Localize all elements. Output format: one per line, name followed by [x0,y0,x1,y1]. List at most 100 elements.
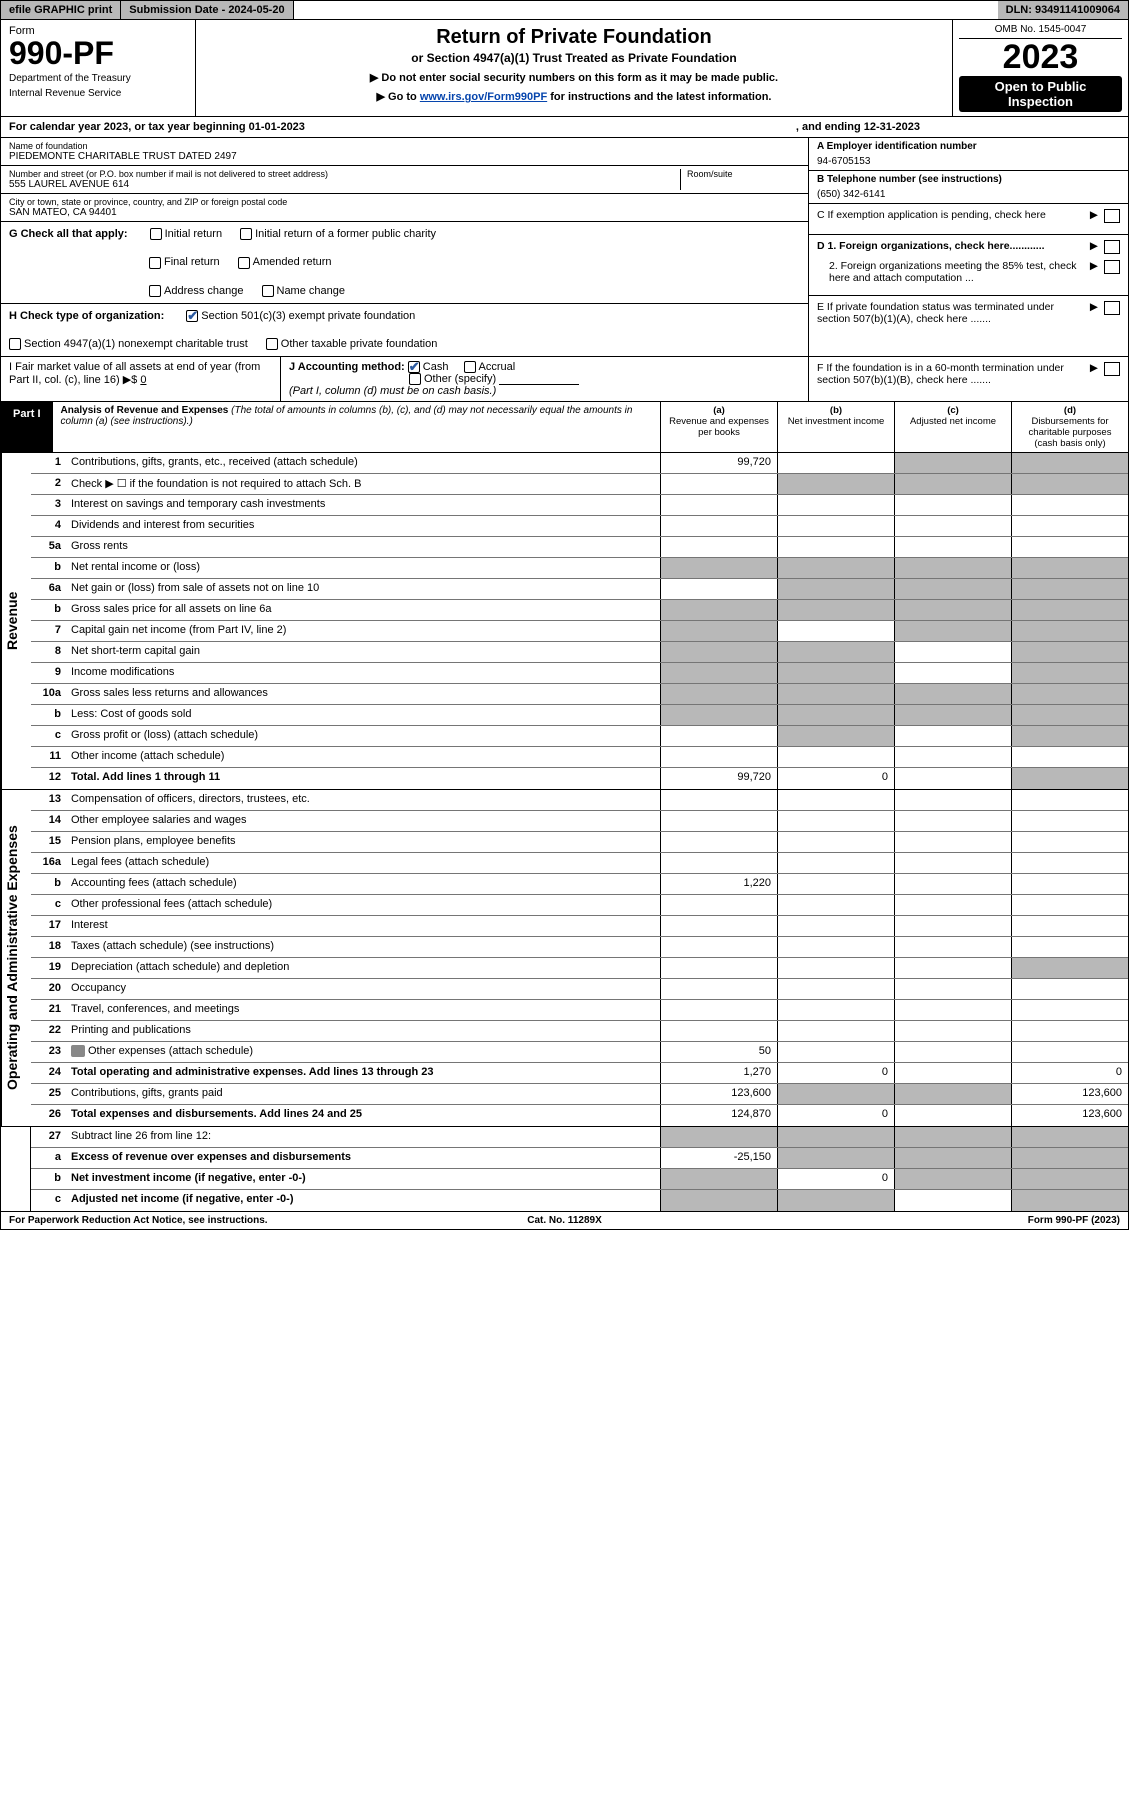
irs-link[interactable]: www.irs.gov/Form990PF [420,91,547,103]
cell-col-b [777,790,894,810]
cell-col-c [894,516,1011,536]
g-address[interactable]: Address change [149,285,244,297]
table-row: 22Printing and publications [31,1021,1128,1042]
g-name[interactable]: Name change [262,285,346,297]
line-num: b [31,874,67,894]
top-bar: efile GRAPHIC print Submission Date - 20… [0,0,1129,20]
col-a-hdr: (a)Revenue and expenses per books [660,402,777,452]
cal-end: , and ending 12-31-2023 [796,121,920,133]
cell-col-c [894,832,1011,852]
e-checkbox[interactable] [1104,301,1120,315]
line-desc: Gross profit or (loss) (attach schedule) [67,726,660,746]
line-desc: Other employee salaries and wages [67,811,660,831]
g-amended[interactable]: Amended return [238,256,332,268]
cell-col-a [660,1000,777,1020]
line-desc: Printing and publications [67,1021,660,1041]
cell-col-a: 124,870 [660,1105,777,1126]
cell-col-a [660,516,777,536]
efile-label[interactable]: efile GRAPHIC print [1,1,121,19]
cell-col-c [894,663,1011,683]
cell-col-b: 0 [777,1105,894,1126]
cell-col-c [894,1063,1011,1083]
part1-header: Part I Analysis of Revenue and Expenses … [0,402,1129,453]
j-cash[interactable]: Cash [408,361,449,373]
cell-col-c [894,1000,1011,1020]
foundation-name-cell: Name of foundation PIEDEMONTE CHARITABLE… [1,138,808,166]
cell-col-d: 0 [1011,1063,1128,1083]
line-num: 6a [31,579,67,599]
line-num: 17 [31,916,67,936]
cell-col-d [1011,895,1128,915]
f-checkbox[interactable] [1104,362,1120,376]
table-row: cAdjusted net income (if negative, enter… [31,1190,1128,1211]
cell-col-d [1011,916,1128,936]
g-initial-public[interactable]: Initial return of a former public charit… [240,228,436,240]
info-right-col: A Employer identification number 94-6705… [808,138,1128,355]
cell-col-a [660,958,777,978]
col-d-hdr: (d)Disbursements for charitable purposes… [1011,402,1128,452]
cell-col-d [1011,516,1128,536]
irs-label: Internal Revenue Service [9,88,187,99]
form-title: Return of Private Foundation [206,26,942,49]
revenue-side-label: Revenue [1,453,31,789]
cell-col-d [1011,579,1128,599]
cell-col-b [777,621,894,641]
h-other[interactable]: Other taxable private foundation [266,338,438,350]
cell-col-d [1011,1042,1128,1062]
f-cell: F If the foundation is in a 60-month ter… [808,357,1128,401]
line-desc: Legal fees (attach schedule) [67,853,660,873]
line-desc: Gross sales less returns and allowances [67,684,660,704]
cell-col-a [660,537,777,557]
form-header: Form 990-PF Department of the Treasury I… [0,20,1129,117]
g-final[interactable]: Final return [149,256,220,268]
cell-col-b [777,642,894,662]
cell-col-a [660,853,777,873]
table-row: 27Subtract line 26 from line 12: [31,1127,1128,1148]
g-initial[interactable]: Initial return [150,228,222,240]
cell-col-c [894,768,1011,789]
line-num: 5a [31,537,67,557]
line-num: 16a [31,853,67,873]
h-501c3[interactable]: Section 501(c)(3) exempt private foundat… [186,310,415,322]
footer: For Paperwork Reduction Act Notice, see … [0,1212,1129,1230]
dln-label: DLN: 93491141009064 [998,1,1128,19]
table-row: bNet investment income (if negative, ent… [31,1169,1128,1190]
line-desc: Net rental income or (loss) [67,558,660,578]
cell-col-b [777,916,894,936]
j-accrual[interactable]: Accrual [464,361,516,373]
cell-col-c [894,1148,1011,1168]
line-num: 3 [31,495,67,515]
line-num: b [31,558,67,578]
j-other[interactable]: Other (specify) [409,373,496,385]
line-desc: Contributions, gifts, grants, etc., rece… [67,453,660,473]
line-desc: Accounting fees (attach schedule) [67,874,660,894]
table-row: 26Total expenses and disbursements. Add … [31,1105,1128,1126]
line-desc: Net investment income (if negative, ente… [67,1169,660,1189]
table-row: 19Depreciation (attach schedule) and dep… [31,958,1128,979]
cell-col-a [660,726,777,746]
e-cell: E If private foundation status was termi… [809,296,1128,336]
cell-col-a [660,600,777,620]
cell-col-b [777,684,894,704]
d2-checkbox[interactable] [1104,260,1120,274]
form-note-1: ▶ Do not enter social security numbers o… [206,71,942,84]
table-row: 24Total operating and administrative exp… [31,1063,1128,1084]
d1-checkbox[interactable] [1104,240,1120,254]
line-num: c [31,726,67,746]
cell-col-a: 99,720 [660,768,777,789]
cell-col-c [894,811,1011,831]
cell-col-a: 50 [660,1042,777,1062]
attachment-icon[interactable] [71,1045,85,1057]
cell-col-b [777,811,894,831]
table-row: 16aLegal fees (attach schedule) [31,853,1128,874]
cell-col-b [777,1000,894,1020]
h-4947[interactable]: Section 4947(a)(1) nonexempt charitable … [9,338,248,350]
table-row: 15Pension plans, employee benefits [31,832,1128,853]
table-row: bNet rental income or (loss) [31,558,1128,579]
line-num: 2 [31,474,67,494]
cell-col-b [777,537,894,557]
table-row: 5aGross rents [31,537,1128,558]
table-row: bGross sales price for all assets on lin… [31,600,1128,621]
c-checkbox[interactable] [1104,209,1120,223]
table-row: 2Check ▶ ☐ if the foundation is not requ… [31,474,1128,495]
